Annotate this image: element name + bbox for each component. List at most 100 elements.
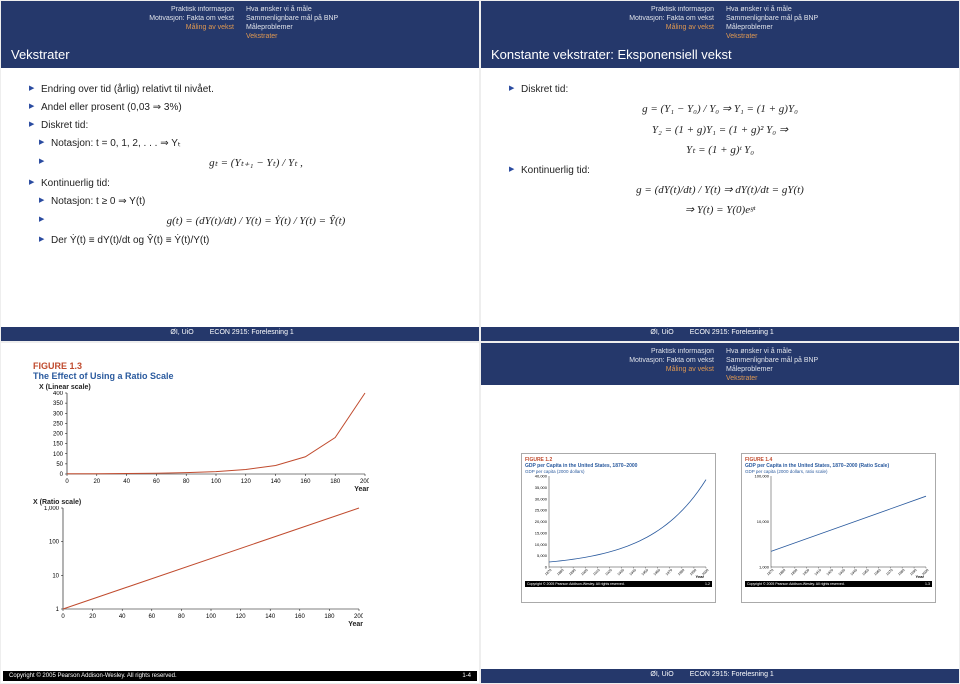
bullet: Diskret tid: <box>29 118 461 133</box>
footer-left: ØI, UiO <box>481 327 682 341</box>
axis-label-ratio: X (Ratio scale) <box>33 499 447 506</box>
nav-line: Sammenlignbare mål på BNP <box>726 356 953 365</box>
slide-footer: ØI, UiO ECON 2915: Forelesning 1 <box>481 327 959 341</box>
copyright-bar: Copyright © 2005 Pearson Addison-Wesley.… <box>3 671 477 681</box>
ratio-chart: 1101001,000020406080100120140160180200 <box>33 506 363 621</box>
svg-text:0: 0 <box>545 565 548 570</box>
svg-text:100: 100 <box>53 452 64 458</box>
footer-left: ØI, UiO <box>481 669 682 683</box>
nav-line: Motivasjon: Fakta om vekst <box>487 356 714 365</box>
nav-line: Praktisk informasjon <box>487 5 714 14</box>
nav-line-active: Måling av vekst <box>487 365 714 374</box>
nav-line-active: Måling av vekst <box>487 23 714 32</box>
subfig-chart: 05,00010,00015,00020,00025,00030,00035,0… <box>525 474 710 579</box>
svg-text:20,000: 20,000 <box>535 519 548 524</box>
svg-text:160: 160 <box>300 479 311 485</box>
nav-line: Hva ønsker vi å måle <box>726 5 953 14</box>
svg-text:Year: Year <box>696 574 705 579</box>
subfigure-1-2: FIGURE 1.2 GDP per Capita in the United … <box>521 453 716 603</box>
sub-bullet: g(t) = (dY(t)/dt) / Y(t) = Ẏ(t) / Y(t) =… <box>29 213 461 230</box>
subfig-copyright: Copyright © 2005 Pearson Addison-Wesley.… <box>527 582 625 586</box>
svg-text:0: 0 <box>61 614 65 620</box>
slide-vekstrater: Praktisk informasjon Motivasjon: Fakta o… <box>0 0 480 342</box>
svg-text:250: 250 <box>53 421 64 427</box>
svg-text:1970: 1970 <box>665 568 673 576</box>
slide-title: Konstante vekstrater: Eksponensiell veks… <box>481 43 959 68</box>
bullet: Andel eller prosent (0,03 ⇒ 3%) <box>29 100 461 115</box>
sub-bullet: Notasjon: t = 0, 1, 2, . . . ⇒ Yₜ <box>29 136 461 151</box>
svg-text:100: 100 <box>49 540 60 546</box>
svg-text:1940: 1940 <box>629 568 637 576</box>
nav-line: Sammenlignbare mål på BNP <box>246 14 473 23</box>
footer-right: ECON 2915: Forelesning 1 <box>682 327 959 341</box>
equation: g(t) = (dY(t)/dt) / Y(t) = Ẏ(t) / Y(t) =… <box>51 213 461 230</box>
slide-footer: ØI, UiO ECON 2915: Forelesning 1 <box>481 669 959 683</box>
figure-heading: FIGURE 1.3 The Effect of Using a Ratio S… <box>33 361 447 381</box>
svg-text:80: 80 <box>178 614 185 620</box>
nav-line: Praktisk informasjon <box>487 347 714 356</box>
equation: g = (Y₁ − Y₀) / Y₀ ⇒ Y₁ = (1 + g)Y₀ <box>499 101 941 118</box>
footer-left: ØI, UiO <box>1 327 202 341</box>
svg-text:25,000: 25,000 <box>535 508 548 513</box>
svg-text:0: 0 <box>65 479 69 485</box>
svg-text:140: 140 <box>265 614 276 620</box>
bullet: Endring over tid (årlig) relativt til ni… <box>29 82 461 97</box>
svg-text:1960: 1960 <box>653 568 661 576</box>
bullet: Kontinuerlig tid: <box>29 176 461 191</box>
figure-title: The Effect of Using a Ratio Scale <box>33 371 174 381</box>
equation: Y₂ = (1 + g)Y₁ = (1 + g)² Y₀ ⇒ <box>499 122 941 139</box>
copyright-text: Copyright © 2005 Pearson Addison-Wesley.… <box>9 673 177 679</box>
page-number: 1-4 <box>462 673 471 679</box>
slide-figure-1-3: FIGURE 1.3 The Effect of Using a Ratio S… <box>0 342 480 684</box>
slide-title: Vekstrater <box>1 43 479 68</box>
svg-text:15,000: 15,000 <box>535 530 548 535</box>
svg-text:1890: 1890 <box>790 568 798 576</box>
footer-right: ECON 2915: Forelesning 1 <box>202 327 479 341</box>
svg-text:1880: 1880 <box>778 568 786 576</box>
slide-subfigures: Praktisk informasjon Motivasjon: Fakta o… <box>480 342 960 684</box>
svg-text:150: 150 <box>53 442 64 448</box>
svg-text:140: 140 <box>271 479 282 485</box>
sub-bullet: Notasjon: t ≥ 0 ⇒ Y(t) <box>29 194 461 209</box>
svg-text:100,000: 100,000 <box>755 474 770 479</box>
sub-bullet: Der Ẏ(t) ≡ dY(t)/dt og Ŷ(t) ≡ Ẏ(t)/Y(t) <box>29 233 461 248</box>
svg-text:1,000: 1,000 <box>44 506 60 512</box>
svg-text:160: 160 <box>295 614 306 620</box>
equation: ⇒ Y(t) = Y(0)eᵍᵗ <box>499 202 941 219</box>
svg-text:350: 350 <box>53 401 64 407</box>
subfig-page: 1-3 <box>925 582 930 586</box>
svg-text:50: 50 <box>56 462 63 468</box>
svg-text:1970: 1970 <box>885 568 893 576</box>
subfigure-1-4: FIGURE 1.4 GDP per Capita in the United … <box>741 453 936 603</box>
nav-line: Hva ønsker vi å måle <box>726 347 953 356</box>
svg-text:300: 300 <box>53 411 64 417</box>
svg-text:30,000: 30,000 <box>535 496 548 501</box>
svg-text:120: 120 <box>236 614 247 620</box>
svg-text:1980: 1980 <box>897 568 905 576</box>
nav-line: Måleproblemer <box>726 23 953 32</box>
x-axis-label: Year <box>33 621 363 628</box>
svg-text:1930: 1930 <box>838 568 846 576</box>
nav-line: Motivasjon: Fakta om vekst <box>7 14 234 23</box>
slide-exp-growth: Praktisk informasjon Motivasjon: Fakta o… <box>480 0 960 342</box>
svg-text:10: 10 <box>52 573 59 579</box>
nav-line: Praktisk informasjon <box>7 5 234 14</box>
svg-text:5,000: 5,000 <box>537 553 548 558</box>
footer-right: ECON 2915: Forelesning 1 <box>682 669 959 683</box>
svg-text:1880: 1880 <box>556 568 564 576</box>
nav-line-active: Vekstrater <box>726 32 953 41</box>
svg-text:200: 200 <box>360 479 369 485</box>
subfig-page: 1-2 <box>705 582 710 586</box>
slide-footer: ØI, UiO ECON 2915: Forelesning 1 <box>1 327 479 341</box>
nav-line: Sammenlignbare mål på BNP <box>726 14 953 23</box>
svg-text:200: 200 <box>354 614 363 620</box>
svg-text:1950: 1950 <box>862 568 870 576</box>
svg-text:20: 20 <box>93 479 100 485</box>
svg-text:10,000: 10,000 <box>535 542 548 547</box>
svg-text:1900: 1900 <box>802 568 810 576</box>
slide-header: Praktisk informasjon Motivasjon: Fakta o… <box>1 1 479 43</box>
x-axis-label: Year <box>33 486 369 493</box>
slide-content: Endring over tid (årlig) relativt til ni… <box>1 68 479 262</box>
svg-text:80: 80 <box>183 479 190 485</box>
nav-line: Måleproblemer <box>246 23 473 32</box>
